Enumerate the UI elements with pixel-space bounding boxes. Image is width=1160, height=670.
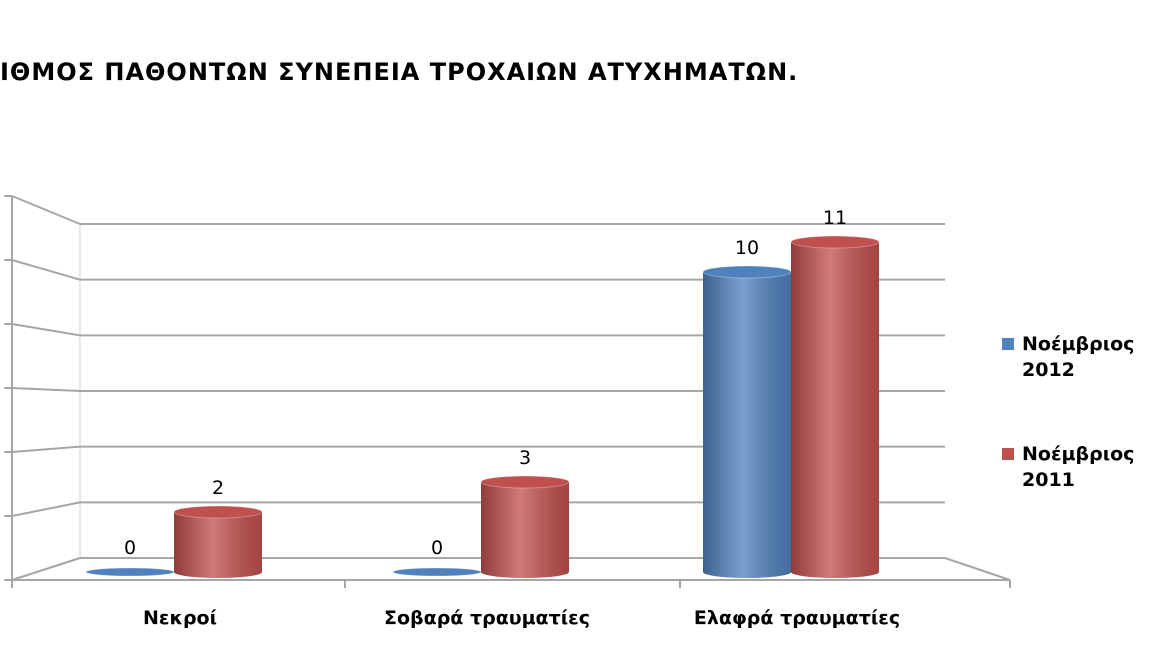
bar-top [85,567,175,577]
bar [173,505,263,578]
value-label: 3 [519,447,531,469]
legend-swatch [1002,338,1014,350]
grid-line-side [11,323,81,337]
chart-title: ΙΘΜΟΣ ΠΑΘΟΝΤΩΝ ΣΥΝΕΠΕΙΑ ΤΡΟΧΑΙΩΝ ΑΤΥΧΗΜΑ… [0,58,798,86]
grid-line-side [11,557,81,581]
value-label: 0 [124,537,136,559]
bar-top [480,475,570,489]
bar-shade [703,272,791,578]
bar-top [702,265,792,279]
bar-shade [481,482,569,578]
value-label: 0 [431,537,443,559]
floor-right [944,557,1011,581]
bar-shade [174,512,262,578]
bar [392,567,482,577]
grid-line-side [11,259,81,281]
x-tick-label: Ελαφρά τραυματίες [694,607,900,629]
x-tick-label: Σοβαρά τραυματίες [384,607,590,629]
grid-line-side [11,501,81,517]
bar [85,567,175,577]
value-label: 11 [823,207,847,229]
bar [480,475,570,578]
bar-top [173,505,263,519]
bar [790,235,880,578]
grid-line-side [11,195,81,225]
value-label: 10 [735,237,759,259]
bar-top [790,235,880,249]
bar-top [392,567,482,577]
bar [702,265,792,578]
x-tick-label: Νεκροί [143,607,217,629]
bars [85,235,880,578]
legend-label: Νοέμβριος 2011 [1022,443,1141,491]
bar-shade [791,242,879,578]
legend-label: Νοέμβριος 2012 [1022,333,1141,381]
grid-line-side [11,387,81,392]
grid-line-side [11,445,81,453]
legend-swatch [1002,448,1014,460]
value-label: 2 [212,477,224,499]
